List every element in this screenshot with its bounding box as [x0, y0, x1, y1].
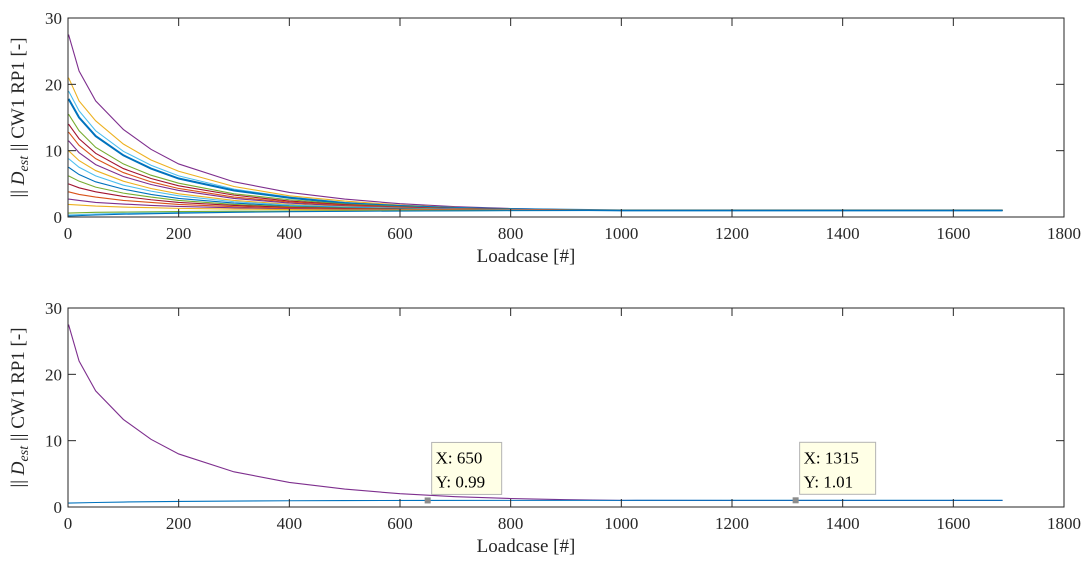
- x-tick-label: 1200: [715, 224, 749, 243]
- y-axis-label-suffix: || CW1 RP1 [-]: [8, 37, 29, 155]
- y-tick-label: 30: [45, 9, 62, 28]
- datatip-box[interactable]: [799, 441, 877, 495]
- y-axis-label-subscript: est: [17, 445, 32, 462]
- x-tick-label: 1600: [936, 514, 970, 533]
- series-line-2: [68, 90, 1003, 211]
- x-tick-label: 800: [498, 514, 524, 533]
- y-tick-label: 0: [54, 498, 63, 517]
- y-tick-label: 0: [54, 208, 63, 227]
- x-tick-label: 1400: [826, 224, 860, 243]
- y-axis-label-prefix: ||: [8, 475, 29, 487]
- y-axis-label-subscript: est: [17, 155, 32, 172]
- x-tick-label: 1200: [715, 514, 749, 533]
- datatip-x-text: X: 1315: [804, 448, 859, 467]
- series-line-4: [68, 113, 1003, 211]
- series-line-1: [68, 499, 1003, 504]
- x-tick-label: 1800: [1047, 224, 1081, 243]
- y-tick-label: 20: [45, 75, 62, 94]
- axes-box: [67, 17, 1065, 218]
- series-line-7: [68, 140, 1003, 211]
- x-tick-label: 200: [166, 224, 192, 243]
- datatip-y-text: Y: 1.01: [804, 472, 853, 491]
- x-tick-label: 800: [498, 224, 524, 243]
- x-tick-label: 400: [277, 514, 303, 533]
- bottom-axes: 0 200 400 600 800 1000 1200 1400 1600 1800 0 10 20 30…: [8, 299, 1081, 557]
- y-axis-label: || Dest || CW1 RP1 [-]: [8, 327, 32, 487]
- x-tick-label: 400: [277, 224, 303, 243]
- axes-box: [67, 307, 1065, 508]
- top-axes: 0 200 400 600 800 1000 1200 1400 1600 1800 0 10 20 30…: [8, 9, 1081, 267]
- y-axis-label: || Dest || CW1 RP1 [-]: [8, 37, 32, 197]
- y-axis-label-prefix: ||: [8, 185, 29, 197]
- x-tick-label: 1800: [1047, 514, 1081, 533]
- y-axis-label-symbol: D: [8, 171, 29, 186]
- datatip-y-text: Y: 0.99: [436, 472, 485, 491]
- x-tick-label: 600: [387, 514, 413, 533]
- x-tick-label: 1000: [604, 514, 638, 533]
- x-tick-label: 1400: [826, 514, 860, 533]
- y-axis-label-suffix: || CW1 RP1 [-]: [8, 327, 29, 445]
- x-tick-label: 1000: [604, 224, 638, 243]
- x-tick-label: 600: [387, 224, 413, 243]
- x-tick-label: 0: [64, 514, 73, 533]
- x-axis-label: Loadcase [#]: [477, 246, 576, 267]
- x-axis-label: Loadcase [#]: [477, 536, 576, 557]
- x-tick-label: 200: [166, 514, 192, 533]
- y-axis-label-symbol: D: [8, 461, 29, 476]
- y-tick-label: 30: [45, 299, 62, 318]
- x-tick-label: 1600: [936, 224, 970, 243]
- datatip-marker[interactable]: [792, 497, 799, 504]
- x-tick-label: 0: [64, 224, 73, 243]
- y-tick-label: 10: [45, 142, 62, 161]
- datatip-box[interactable]: [431, 441, 503, 495]
- datatip-marker[interactable]: [424, 497, 431, 504]
- y-tick-label: 10: [45, 432, 62, 451]
- y-tick-label: 20: [45, 365, 62, 384]
- datatip-x-text: X: 650: [436, 448, 483, 467]
